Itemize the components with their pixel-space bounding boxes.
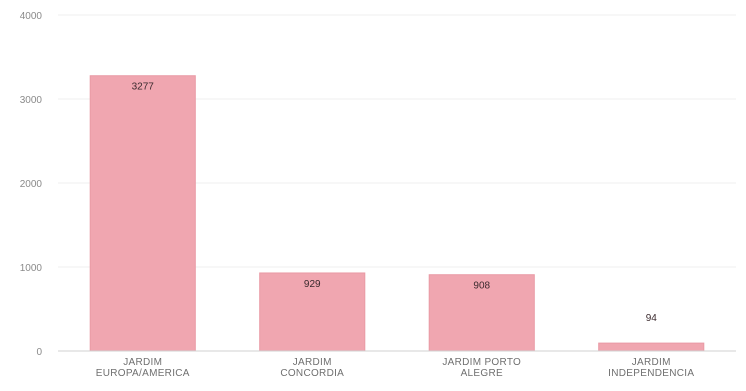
y-tick-label: 0	[36, 347, 42, 358]
x-category-label: CONCORDIA	[280, 368, 344, 379]
x-axis-categories: JARDIMEUROPA/AMERICAJARDIMCONCORDIAJARDI…	[96, 357, 694, 379]
data-labels: 3277 929 908 94	[132, 82, 658, 324]
x-category-label: ALEGRE	[461, 368, 503, 379]
bar	[598, 342, 705, 352]
bar	[259, 272, 366, 352]
x-category-label: EUROPA/AMERICA	[96, 368, 190, 379]
y-tick-label: 1000	[20, 263, 43, 274]
x-category-label: JARDIM PORTO	[442, 357, 521, 368]
bar	[89, 75, 196, 352]
data-label: 94	[646, 313, 658, 324]
x-category-label: JARDIM	[632, 357, 671, 368]
bars	[89, 75, 705, 352]
x-category-label: JARDIM	[123, 357, 162, 368]
y-axis-ticks: 0 1000 2000 3000 4000	[20, 11, 43, 358]
x-category-label: JARDIM	[293, 357, 332, 368]
data-label: 929	[304, 279, 321, 290]
y-tick-label: 2000	[20, 179, 43, 190]
data-label: 3277	[132, 82, 155, 93]
y-tick-label: 4000	[20, 11, 43, 22]
data-label: 908	[473, 281, 490, 292]
y-tick-label: 3000	[20, 95, 43, 106]
x-category-label: INDEPENDENCIA	[608, 368, 694, 379]
